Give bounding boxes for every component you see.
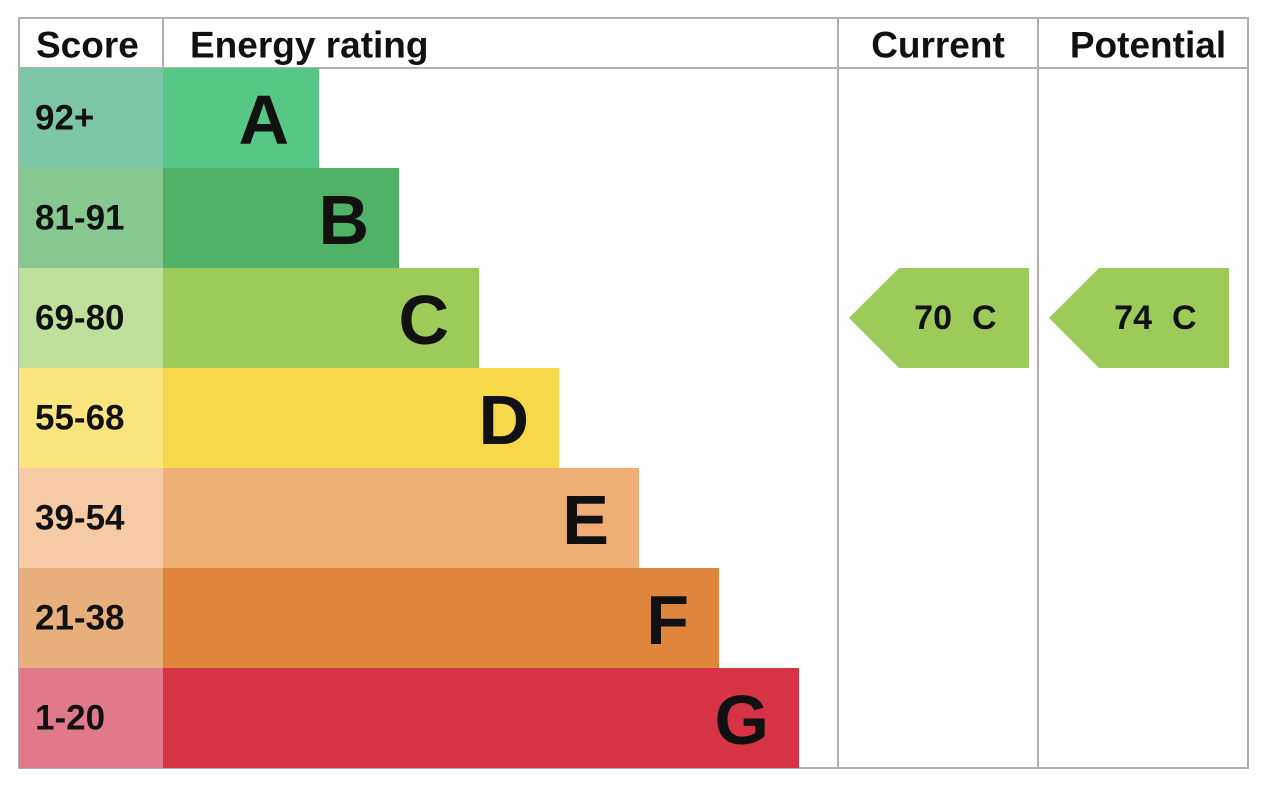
score-cell <box>19 168 163 268</box>
score-range: 55-68 <box>35 399 125 438</box>
score-range: 21-38 <box>35 599 125 638</box>
score-range: 92+ <box>35 99 94 138</box>
rating-letter: G <box>715 681 769 759</box>
current-score: 70 <box>914 299 952 337</box>
score-cell <box>19 368 163 468</box>
potential-score: 74 <box>1114 299 1152 337</box>
score-range: 39-54 <box>35 499 125 538</box>
header-potential: Potential <box>1070 25 1226 66</box>
rating-bar <box>163 168 399 268</box>
score-cell <box>19 68 163 168</box>
score-cell <box>19 468 163 568</box>
rating-bar <box>163 668 799 768</box>
current-rating: C <box>972 299 997 337</box>
rating-bar <box>163 468 639 568</box>
header-score: Score <box>36 25 139 66</box>
rating-letter: F <box>646 581 689 659</box>
score-range: 81-91 <box>35 199 125 238</box>
rating-letter: E <box>562 481 609 559</box>
rating-bar <box>163 368 559 468</box>
potential-arrow <box>1049 268 1229 368</box>
rating-letter: D <box>478 381 529 459</box>
score-range: 69-80 <box>35 299 125 338</box>
rating-bar <box>163 68 319 168</box>
potential-rating: C <box>1172 299 1197 337</box>
current-arrow <box>849 268 1029 368</box>
score-cell <box>19 268 163 368</box>
score-range: 1-20 <box>35 699 105 738</box>
score-cell <box>19 668 163 768</box>
header-current: Current <box>871 25 1005 66</box>
rating-letter: C <box>398 281 449 359</box>
rating-bar <box>163 568 719 668</box>
rating-letter: A <box>238 81 289 159</box>
header-rating: Energy rating <box>190 25 429 66</box>
score-cell <box>19 568 163 668</box>
rating-bar <box>163 268 479 368</box>
rating-letter: B <box>318 181 369 259</box>
